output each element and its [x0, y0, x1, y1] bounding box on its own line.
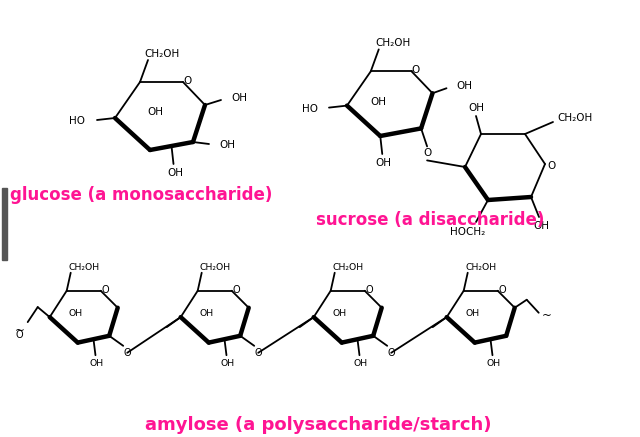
Text: O: O: [233, 285, 241, 295]
Text: CH₂OH: CH₂OH: [557, 113, 593, 123]
Text: OH: OH: [68, 309, 83, 318]
Text: OH: OH: [465, 309, 479, 318]
Text: HO: HO: [302, 104, 318, 114]
Text: OH: OH: [219, 140, 235, 150]
Text: O: O: [16, 330, 24, 340]
Text: O: O: [124, 348, 131, 358]
Text: OH: OH: [332, 309, 346, 318]
Text: OH: OH: [353, 359, 367, 368]
Text: OH: OH: [486, 359, 500, 368]
Text: OH: OH: [147, 107, 163, 117]
Bar: [2, 188, 7, 260]
Text: amylose (a polysaccharide/starch): amylose (a polysaccharide/starch): [145, 416, 492, 434]
Text: OH: OH: [468, 103, 484, 113]
Text: HOCH₂: HOCH₂: [451, 227, 486, 237]
Text: ~: ~: [15, 324, 24, 336]
Text: CH₂OH: CH₂OH: [465, 263, 496, 272]
Text: OH: OH: [375, 158, 391, 168]
Text: HO: HO: [69, 116, 85, 126]
Text: sucrose (a disaccharide): sucrose (a disaccharide): [316, 211, 544, 229]
Text: CH₂OH: CH₂OH: [375, 38, 410, 49]
Text: OH: OH: [456, 81, 472, 91]
Text: O: O: [254, 348, 262, 358]
Text: CH₂OH: CH₂OH: [145, 49, 180, 59]
Text: ~: ~: [542, 309, 552, 322]
Text: CH₂OH: CH₂OH: [68, 263, 99, 272]
Text: OH: OH: [231, 93, 247, 103]
Text: O: O: [183, 76, 191, 86]
Text: glucose (a monosaccharide): glucose (a monosaccharide): [10, 186, 273, 204]
Text: O: O: [423, 149, 431, 158]
Text: CH₂OH: CH₂OH: [332, 263, 364, 272]
Text: OH: OH: [220, 359, 234, 368]
Text: OH: OH: [370, 97, 386, 107]
Text: O: O: [412, 66, 420, 76]
Text: OH: OH: [533, 221, 549, 231]
Text: CH₂OH: CH₂OH: [199, 263, 230, 272]
Text: O: O: [499, 285, 506, 295]
Text: OH: OH: [90, 359, 104, 368]
Text: O: O: [102, 285, 109, 295]
Text: OH: OH: [168, 168, 184, 178]
Text: O: O: [366, 285, 374, 295]
Text: O: O: [548, 161, 556, 171]
Text: O: O: [387, 348, 395, 358]
Text: OH: OH: [199, 309, 213, 318]
